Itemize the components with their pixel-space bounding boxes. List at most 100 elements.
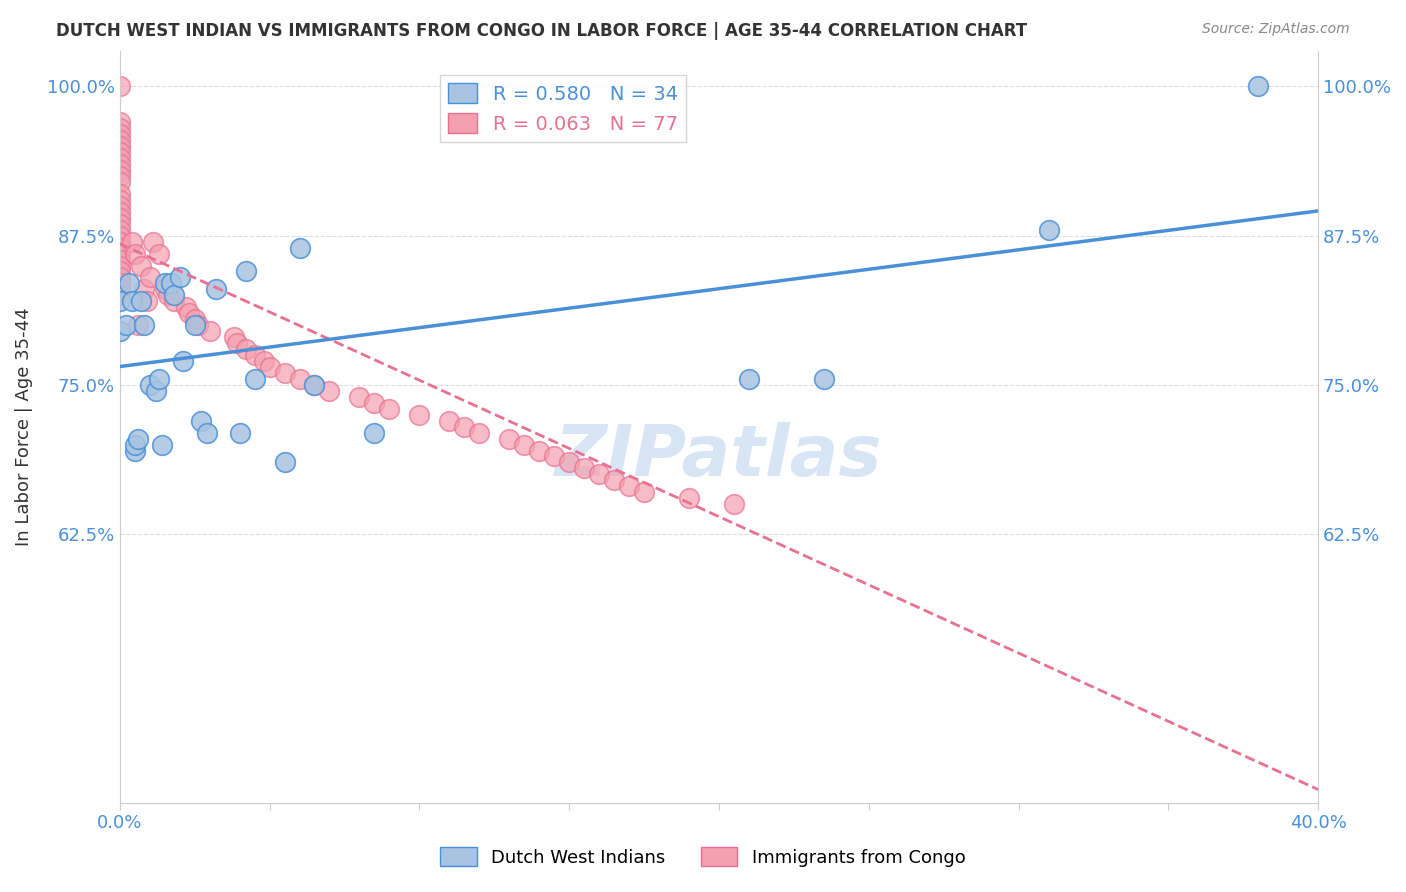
Point [108, 115, 131, 129]
Point [163, 288, 186, 302]
Text: Source: ZipAtlas.com: Source: ZipAtlas.com [1202, 22, 1350, 37]
Point [363, 396, 385, 410]
Point [159, 277, 181, 291]
Point [148, 246, 170, 260]
Point [288, 241, 311, 255]
Point [145, 384, 167, 398]
Point [108, 139, 131, 153]
Point [235, 264, 257, 278]
Point [243, 348, 266, 362]
Point [108, 259, 131, 273]
Point [148, 372, 170, 386]
Text: DUTCH WEST INDIAN VS IMMIGRANTS FROM CONGO IN LABOR FORCE | AGE 35-44 CORRELATIO: DUTCH WEST INDIAN VS IMMIGRANTS FROM CON… [56, 22, 1028, 40]
Point [108, 199, 131, 213]
Point [273, 455, 295, 469]
Point [108, 246, 131, 260]
Point [225, 336, 247, 351]
Point [138, 270, 160, 285]
Point [121, 294, 143, 309]
Point [108, 324, 131, 338]
Point [118, 277, 141, 291]
Point [304, 377, 326, 392]
Point [498, 432, 520, 446]
Point [172, 354, 194, 368]
Point [108, 157, 131, 171]
Point [108, 186, 131, 201]
Point [633, 485, 655, 500]
Point [108, 175, 131, 189]
Legend: R = 0.580   N = 34, R = 0.063   N = 77: R = 0.580 N = 34, R = 0.063 N = 77 [440, 76, 686, 142]
Point [108, 163, 131, 178]
Point [169, 270, 191, 285]
Point [129, 259, 152, 273]
Point [195, 425, 218, 440]
Point [108, 169, 131, 183]
Point [174, 300, 197, 314]
Point [121, 235, 143, 249]
Point [108, 270, 131, 285]
Point [198, 324, 221, 338]
Point [135, 294, 157, 309]
Point [142, 235, 165, 249]
Point [603, 474, 626, 488]
Point [527, 443, 550, 458]
Point [156, 288, 179, 302]
Point [127, 318, 149, 333]
Point [513, 437, 536, 451]
Point [453, 419, 475, 434]
Point [108, 217, 131, 231]
Point [124, 246, 146, 260]
Point [408, 408, 430, 422]
Point [108, 204, 131, 219]
Point [235, 342, 257, 356]
Point [378, 401, 401, 416]
Legend: Dutch West Indians, Immigrants from Congo: Dutch West Indians, Immigrants from Cong… [433, 840, 973, 874]
Point [363, 425, 385, 440]
Point [108, 252, 131, 267]
Point [588, 467, 610, 482]
Point [222, 330, 245, 344]
Point [108, 79, 131, 94]
Point [187, 318, 209, 333]
Point [108, 282, 131, 296]
Point [114, 318, 136, 333]
Point [558, 455, 581, 469]
Point [318, 384, 340, 398]
Point [288, 372, 311, 386]
Text: ZIPatlas: ZIPatlas [555, 422, 883, 491]
Point [1247, 79, 1270, 94]
Point [349, 390, 371, 404]
Point [108, 264, 131, 278]
Point [108, 288, 131, 302]
Point [153, 282, 176, 296]
Point [150, 437, 173, 451]
Point [108, 223, 131, 237]
Point [108, 133, 131, 147]
Point [543, 450, 565, 464]
Point [138, 377, 160, 392]
Point [124, 443, 146, 458]
Point [617, 479, 640, 493]
Point [190, 414, 212, 428]
Point [177, 306, 200, 320]
Point [129, 294, 152, 309]
Point [108, 235, 131, 249]
Point [108, 127, 131, 141]
Point [252, 354, 274, 368]
Point [183, 318, 205, 333]
Point [108, 277, 131, 291]
Point [124, 437, 146, 451]
Point [204, 282, 226, 296]
Point [813, 372, 835, 386]
Point [273, 366, 295, 380]
Point [439, 414, 461, 428]
Y-axis label: In Labor Force | Age 35-44: In Labor Force | Age 35-44 [15, 308, 32, 546]
Point [163, 294, 186, 309]
Point [132, 318, 155, 333]
Point [183, 312, 205, 326]
Point [108, 145, 131, 160]
Point [678, 491, 700, 506]
Point [108, 193, 131, 207]
Point [259, 359, 281, 374]
Point [108, 151, 131, 165]
